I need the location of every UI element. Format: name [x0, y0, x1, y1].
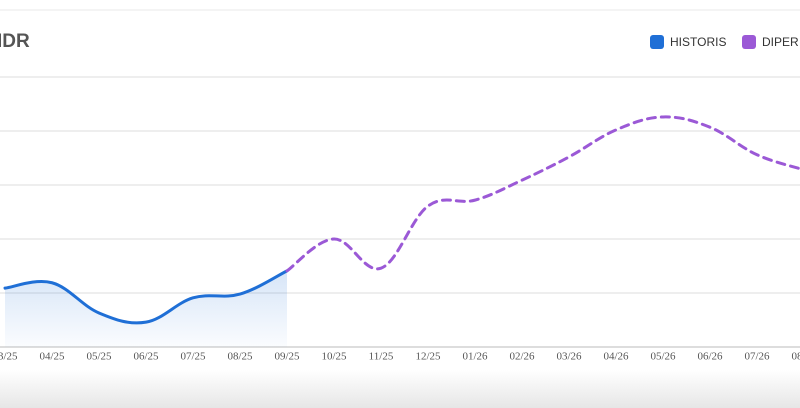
x-tick-label: 03/26: [556, 351, 582, 363]
x-tick-label: 05/26: [650, 351, 676, 363]
x-tick-label: 07/25: [180, 351, 206, 363]
x-tick-label: 08/26: [791, 351, 800, 363]
line: [3, 269, 289, 325]
x-tick-label: 05/25: [86, 351, 112, 363]
x-tick-label: 06/25: [133, 351, 159, 363]
x-tick-label: 10/25: [321, 351, 347, 363]
x-tick-label: 09/25: [274, 351, 300, 363]
x-tick-label: 07/26: [744, 351, 770, 363]
x-tick-label: 01/26: [462, 351, 488, 363]
x-tick-label: 08/25: [227, 351, 253, 363]
x-tick-label: 12/25: [415, 351, 441, 363]
x-tick-label: 02/26: [509, 351, 535, 363]
x-tick-label: 03/25: [0, 351, 18, 363]
x-tick-label: 04/26: [603, 351, 629, 363]
x-tick-label: 06/26: [697, 351, 723, 363]
legend-swatch: [742, 35, 756, 49]
area: [5, 270, 287, 347]
chart-title: IDR: [0, 31, 30, 52]
x-tick-label: 11/25: [369, 351, 394, 363]
bottom-shade: [0, 370, 800, 408]
legend-swatch: [650, 35, 664, 49]
line: [285, 115, 800, 273]
legend-label: HISTORIS: [670, 35, 726, 49]
legend-label: DIPER: [762, 35, 799, 49]
x-tick-label: 04/25: [39, 351, 65, 363]
